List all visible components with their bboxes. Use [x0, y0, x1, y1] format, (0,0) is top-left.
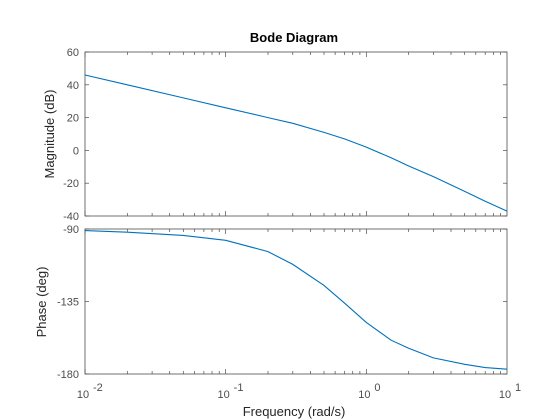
magnitude-ylabel: Magnitude (dB) — [42, 90, 57, 179]
magnitude-ytick-labels: 60 40 20 0 -20 -40 — [63, 47, 79, 223]
phase-ticks — [84, 228, 507, 375]
x-tick-label: 10 — [358, 389, 370, 401]
magnitude-series-line — [84, 74, 508, 212]
magnitude-panel: 60 40 20 0 -20 -40 Magnitude (dB) — [42, 47, 508, 223]
x-tick-exponent: -2 — [93, 382, 103, 394]
frequency-xlabel: Frequency (rad/s) — [243, 404, 346, 419]
y-tick-label: -90 — [63, 224, 79, 236]
phase-axes-box — [84, 228, 508, 375]
y-tick-label: 20 — [67, 113, 79, 125]
x-tick-exponent: 1 — [515, 382, 521, 394]
y-tick-label: -20 — [63, 178, 79, 190]
magnitude-axes-box — [84, 51, 508, 217]
x-tick-label: 10 — [499, 389, 511, 401]
phase-ytick-labels: -90 -135 -180 — [57, 224, 79, 381]
y-tick-label: 40 — [67, 80, 79, 92]
x-tick-exponent: 0 — [374, 382, 380, 394]
y-tick-label: 60 — [67, 47, 79, 59]
phase-panel: -90 -135 -180 Phase (deg) — [34, 224, 508, 381]
frequency-tick-labels: 10 -2 10 -1 10 0 10 1 — [77, 382, 521, 401]
magnitude-ticks — [84, 51, 507, 217]
x-tick-label: 10 — [218, 389, 230, 401]
y-tick-label: 0 — [73, 145, 79, 157]
phase-series-line — [84, 230, 508, 370]
chart-title: Bode Diagram — [250, 30, 338, 45]
y-tick-label: -40 — [63, 211, 79, 223]
y-tick-label: -135 — [57, 297, 79, 309]
x-tick-exponent: -1 — [234, 382, 244, 394]
y-tick-label: -180 — [57, 369, 79, 381]
x-tick-label: 10 — [77, 389, 89, 401]
phase-ylabel: Phase (deg) — [34, 267, 49, 338]
